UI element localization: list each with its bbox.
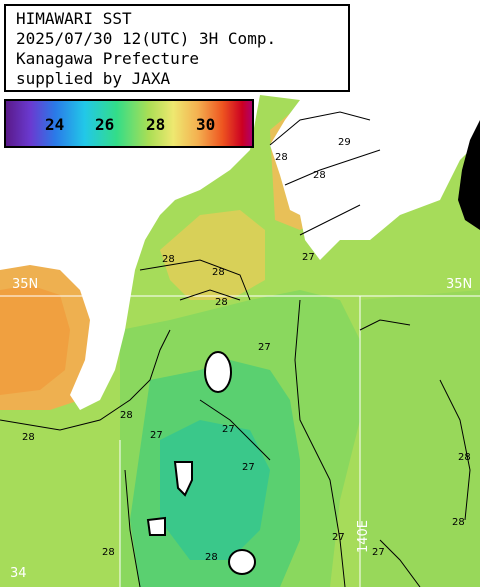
legend-tick-24: 24 <box>45 115 65 134</box>
sst-zone-25 <box>160 420 270 560</box>
isotherm-label: 27 <box>150 430 163 441</box>
isotherm-label: 27 <box>302 252 315 263</box>
sst-zone-28-bay <box>160 210 265 300</box>
data-source: supplied by JAXA <box>16 69 171 88</box>
isotherm-label: 27 <box>222 424 235 435</box>
info-header: HIMAWARI SST 2025/07/30 12(UTC) 3H Comp.… <box>4 4 350 92</box>
isotherm-label: 27 <box>372 547 385 558</box>
color-legend: 24 26 28 30 <box>4 99 254 148</box>
island-oshima <box>204 351 232 393</box>
region-name: Kanagawa Prefecture <box>16 49 200 68</box>
isotherm-label: 28 <box>275 152 288 163</box>
isotherm-label: 28 <box>458 452 471 463</box>
product-name: HIMAWARI SST <box>16 9 132 28</box>
isotherm-label: 28 <box>22 432 35 443</box>
isotherm-label: 28 <box>452 517 465 528</box>
isotherm-label: 28 <box>215 297 228 308</box>
isotherm-label: 28 <box>212 267 225 278</box>
legend-tick-30: 30 <box>196 115 216 134</box>
island-miyake <box>228 549 256 575</box>
isotherm-label: 28 <box>205 552 218 563</box>
isotherm-label: 28 <box>102 547 115 558</box>
lon-label-140e: 140E <box>356 520 371 554</box>
lat-label-35n-left: 35N <box>12 277 39 292</box>
isotherm-label: 28 <box>313 170 326 181</box>
isotherm-labels: 28 29 28 28 28 27 28 28 27 27 27 28 28 2… <box>22 137 471 563</box>
missing-data-east <box>458 120 480 230</box>
isotherm-label: 28 <box>162 254 175 265</box>
isotherm-label: 27 <box>242 462 255 473</box>
sst-zone-27-east <box>360 290 480 587</box>
land-boso <box>420 0 480 20</box>
island-toshima <box>173 461 193 497</box>
isotherm-label: 28 <box>120 410 133 421</box>
isotherm-label: 27 <box>332 532 345 543</box>
isotherm-lines <box>0 111 471 587</box>
isotherm-label: 27 <box>258 342 271 353</box>
legend-gradient-bar <box>6 101 252 146</box>
legend-tick-28: 28 <box>146 115 166 134</box>
sst-zone-30-west <box>0 285 70 395</box>
isotherm-label: 29 <box>338 137 351 148</box>
island-niijima <box>146 516 166 536</box>
datetime-text: 2025/07/30 12(UTC) 3H Comp. <box>16 29 277 48</box>
legend-tick-26: 26 <box>95 115 115 134</box>
lat-label-35n: 35N <box>446 277 473 292</box>
lat-label-34: 34 <box>10 566 27 581</box>
